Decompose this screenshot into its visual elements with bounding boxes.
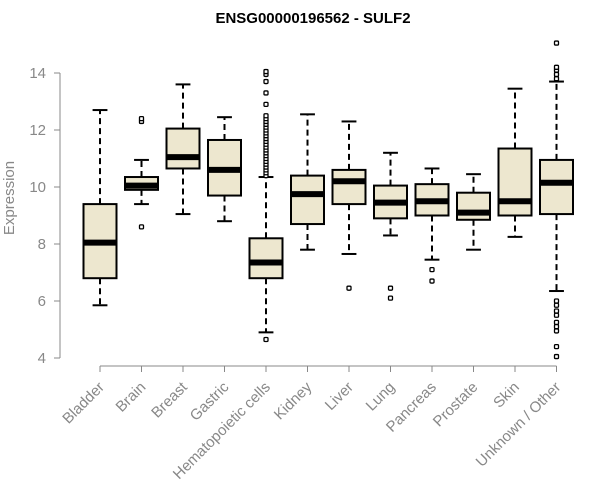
x-category-label: Skin — [490, 379, 523, 412]
y-tick-label: 4 — [38, 350, 46, 367]
outlier-point — [346, 285, 352, 291]
outlier-point — [429, 266, 435, 273]
box — [539, 158, 574, 216]
x-category-label: Prostate — [430, 379, 482, 431]
chart-title: ENSG00000196562 - SULF2 — [215, 10, 410, 27]
outlier-point — [553, 308, 560, 314]
outlier-point — [553, 302, 560, 308]
box-series — [82, 40, 574, 360]
outlier-point — [553, 40, 560, 46]
outlier-point — [553, 323, 560, 330]
y-axis: 4 6 8 10 12 14 — [29, 65, 61, 367]
box — [497, 147, 533, 217]
outlier-point — [553, 328, 560, 334]
box-group — [248, 68, 284, 343]
outlier-point — [138, 224, 145, 230]
x-category-label: Bladder — [59, 379, 108, 428]
box-group — [207, 116, 242, 223]
outlier-point — [263, 336, 269, 343]
box — [165, 127, 201, 170]
x-category-label: Liver — [322, 379, 357, 414]
y-tick-label: 6 — [38, 293, 46, 310]
box — [290, 174, 325, 226]
box — [248, 237, 284, 280]
y-tick-label: 10 — [29, 179, 46, 196]
y-axis-label: Expression — [1, 161, 18, 235]
outlier-point — [553, 312, 560, 318]
box-group — [165, 83, 201, 216]
y-tick-label: 8 — [38, 236, 46, 253]
box-group — [414, 167, 450, 284]
box-group — [456, 173, 491, 251]
x-category-label: Kidney — [271, 378, 316, 423]
box-group — [124, 115, 159, 230]
outlier-point — [553, 343, 560, 350]
outlier-point — [553, 71, 560, 78]
outlier-point — [553, 319, 560, 326]
x-category-label: Brain — [113, 379, 150, 416]
outlier-point — [138, 115, 145, 122]
outlier-point — [263, 101, 269, 107]
box-group — [331, 120, 367, 291]
box-group — [373, 151, 408, 301]
outlier-point — [553, 298, 560, 304]
y-tick-label: 14 — [29, 65, 46, 82]
box-group — [290, 113, 325, 251]
box-group — [539, 40, 574, 360]
box-group — [82, 109, 118, 307]
outlier-point — [263, 68, 269, 75]
box-group — [497, 87, 533, 238]
y-tick-label: 12 — [29, 122, 46, 139]
outlier-point — [553, 64, 560, 70]
outlier-point — [553, 76, 560, 82]
outlier-point — [387, 295, 394, 301]
box — [456, 191, 491, 221]
x-category-label: Lung — [363, 379, 399, 415]
box — [331, 168, 367, 206]
outlier-point — [263, 90, 269, 96]
outlier-point — [553, 353, 560, 360]
outlier-point — [263, 113, 269, 119]
outlier-point — [387, 285, 394, 291]
outlier-point — [263, 78, 269, 85]
x-category-label: Breast — [148, 378, 191, 421]
outlier-point — [429, 278, 435, 284]
